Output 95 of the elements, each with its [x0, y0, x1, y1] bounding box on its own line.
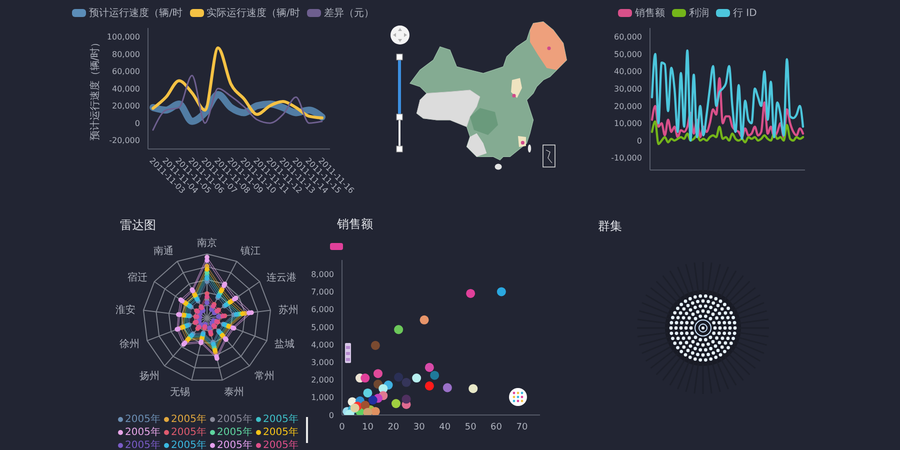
legend-label: 行 ID — [733, 7, 757, 20]
point — [370, 340, 380, 350]
x-tick-label: 20 — [388, 422, 400, 432]
x-tick-label: 10 — [362, 422, 374, 432]
y-tick-label: 0 — [328, 410, 334, 420]
legend-label: 2005年 — [217, 426, 252, 439]
x-tick-label: 0 — [339, 422, 346, 432]
point — [430, 370, 440, 380]
y-axis-title: 预计运行速度（辆/时） — [88, 36, 102, 140]
point — [350, 403, 360, 412]
point — [496, 287, 506, 296]
line-series — [152, 74, 323, 131]
text: 群集 — [598, 218, 622, 235]
y-tick-label: 6,000 — [311, 305, 334, 314]
point — [468, 384, 478, 394]
x-tick-label: 30 — [413, 422, 426, 432]
chart-title: 销售额 — [337, 216, 373, 233]
y-tick-label: 80,000 — [112, 50, 140, 59]
y-tick-label: 0 — [134, 118, 140, 128]
spoke-label: 常州 — [254, 370, 275, 382]
x-tick-label: 60 — [490, 422, 502, 432]
point — [360, 374, 370, 383]
y-tick-label: 100,000 — [106, 32, 140, 42]
legend-label: 2005年 — [263, 426, 298, 439]
spoke-label: 南通 — [154, 245, 174, 258]
legend-label: 2005年 — [263, 439, 298, 450]
point — [466, 288, 476, 298]
spoke-label: 南京 — [197, 237, 217, 249]
line-series — [650, 49, 804, 142]
point — [420, 315, 429, 324]
legend-label: 2005年 — [171, 426, 206, 439]
y-tick-label: 40,000 — [112, 84, 140, 94]
point — [394, 325, 404, 334]
legend-label: 2005年 — [125, 413, 160, 426]
y-tick-label: 3,000 — [311, 358, 334, 367]
x-tick-label: 50 — [464, 422, 477, 432]
legend-label: 2005年 — [217, 439, 252, 450]
legend-label: 2005年 — [171, 413, 206, 426]
legend-label: 2005年 — [217, 413, 252, 426]
spoke-label: 扬州 — [139, 370, 160, 382]
legend-label: 实际运行速度（辆/时 — [206, 6, 300, 20]
y-tick-label: -20,000 — [109, 136, 140, 146]
point — [363, 388, 372, 398]
spoke-label: 盐城 — [274, 338, 294, 350]
y-tick-label: 60,000 — [112, 67, 140, 76]
y-tick-label: 0 — [636, 136, 642, 146]
y-tick-label: 20,000 — [112, 102, 140, 111]
y-tick-label: 4,000 — [311, 340, 334, 350]
point — [394, 372, 404, 382]
point — [442, 383, 452, 392]
line-series — [152, 46, 324, 120]
legend-label: 利润 — [689, 6, 709, 20]
y-tick-label: -10,000 — [611, 154, 642, 163]
chart-title: 雷达图 — [120, 217, 156, 234]
spoke-label: 苏州 — [278, 304, 298, 316]
y-tick-label: 20,000 — [614, 102, 642, 111]
y-tick-label: 7,000 — [311, 288, 334, 297]
point — [373, 369, 383, 378]
point — [402, 378, 411, 387]
point — [424, 381, 434, 390]
y-tick-label: 40,000 — [614, 67, 642, 76]
legend-label: 2005年 — [125, 439, 160, 450]
point — [370, 406, 380, 415]
legend-label: 2005年 — [125, 426, 160, 439]
legend-label: 2005年 — [263, 413, 298, 426]
point — [363, 408, 372, 415]
legend-label: 差异（元） — [324, 7, 374, 20]
spoke-label: 镇江 — [239, 245, 260, 258]
spoke-label: 连云港 — [266, 272, 296, 284]
spoke-label: 宿迁 — [128, 272, 148, 284]
point — [402, 394, 411, 404]
legend-label: 销售额 — [635, 6, 665, 20]
spoke-label: 淮安 — [116, 304, 136, 316]
y-tick-label: 60,000 — [614, 32, 642, 42]
y-tick-label: 50,000 — [614, 50, 642, 59]
legend-label: 预计运行速度（辆/时 — [89, 6, 182, 20]
line-series — [650, 120, 804, 146]
point — [412, 374, 422, 383]
point — [391, 399, 401, 408]
point — [368, 396, 378, 405]
line-series — [650, 77, 804, 138]
y-tick-label: 5,000 — [311, 322, 334, 332]
spoke-label: 无锡 — [170, 387, 190, 398]
point — [424, 362, 434, 372]
x-tick-label: 70 — [516, 422, 528, 432]
y-tick-label: 2,000 — [311, 376, 334, 385]
y-tick-label: 30,000 — [614, 84, 642, 94]
legend-label: 2005年 — [171, 439, 206, 450]
spoke-label: 泰州 — [224, 386, 244, 398]
x-tick-label: 40 — [439, 422, 451, 432]
y-tick-label: 1,000 — [311, 393, 334, 402]
point — [360, 400, 370, 410]
spoke-label: 徐州 — [120, 338, 140, 350]
y-tick-label: 10,000 — [614, 119, 642, 128]
y-tick-label: 8,000 — [311, 270, 334, 279]
